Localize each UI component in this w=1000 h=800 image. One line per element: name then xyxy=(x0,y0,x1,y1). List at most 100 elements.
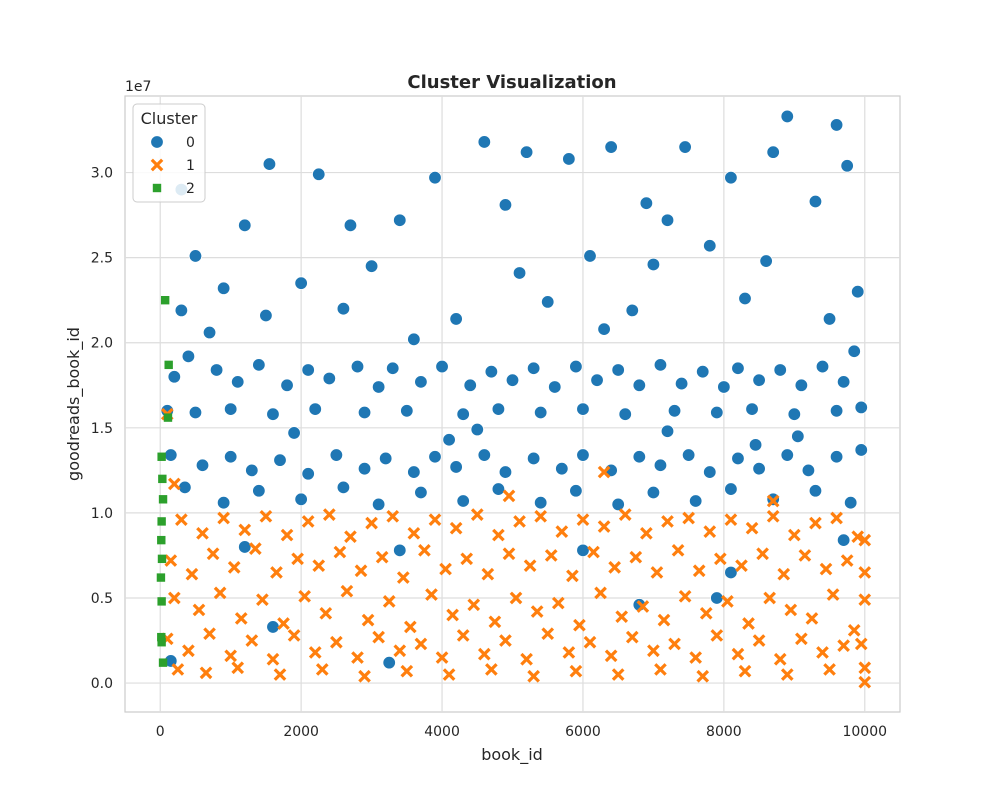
point-cluster-0 xyxy=(801,463,816,478)
point-cluster-1 xyxy=(773,652,787,666)
point-cluster-1 xyxy=(756,547,769,561)
point-cluster-0 xyxy=(393,543,407,558)
point-cluster-0 xyxy=(414,375,428,389)
point-cluster-1 xyxy=(407,526,421,540)
point-cluster-0 xyxy=(382,655,396,670)
marker-stroke xyxy=(259,509,273,523)
marker-stroke xyxy=(333,545,347,559)
y-tick-label: 2.0 xyxy=(91,336,113,352)
marker-stroke xyxy=(227,561,241,574)
point-cluster-1 xyxy=(668,637,681,651)
point-cluster-1 xyxy=(217,511,230,525)
marker-stroke xyxy=(738,664,752,678)
point-cluster-0 xyxy=(794,378,809,392)
point-cluster-1 xyxy=(351,651,364,664)
point-cluster-0 xyxy=(745,402,759,416)
marker-stroke xyxy=(523,559,537,572)
point-cluster-0 xyxy=(414,485,428,500)
point-cluster-1 xyxy=(231,661,245,675)
point-cluster-1 xyxy=(435,651,449,664)
marker-stroke xyxy=(555,525,569,538)
point-cluster-1 xyxy=(583,635,597,649)
point-cluster-0 xyxy=(646,485,661,500)
point-cluster-1 xyxy=(745,521,759,535)
marker-stroke xyxy=(270,566,283,579)
marker-stroke xyxy=(238,523,252,537)
point-cluster-1 xyxy=(358,669,371,683)
point-cluster-0 xyxy=(752,373,766,387)
point-cluster-1 xyxy=(787,528,801,542)
point-cluster-1 xyxy=(393,644,407,658)
point-cluster-0 xyxy=(202,325,217,340)
point-cluster-2 xyxy=(157,632,166,642)
point-cluster-1 xyxy=(322,508,336,521)
marker-stroke xyxy=(404,620,417,634)
point-cluster-1 xyxy=(509,591,523,605)
point-cluster-1 xyxy=(185,567,199,581)
point-cluster-1 xyxy=(780,668,794,681)
marker-stroke xyxy=(682,511,695,525)
point-cluster-1 xyxy=(404,620,417,634)
marker-stroke xyxy=(488,615,502,629)
x-tick-label: 8000 xyxy=(706,724,742,740)
marker-stroke xyxy=(629,550,643,564)
point-cluster-0 xyxy=(752,461,766,476)
point-cluster-0 xyxy=(569,359,583,374)
point-cluster-2 xyxy=(160,295,170,305)
marker-stroke xyxy=(361,613,375,627)
marker-stroke xyxy=(671,544,685,557)
marker-stroke xyxy=(544,549,558,562)
marker-stroke xyxy=(442,668,456,681)
marker-stroke xyxy=(724,513,738,527)
point-cluster-0 xyxy=(393,213,407,227)
point-cluster-1 xyxy=(534,509,548,523)
marker-stroke xyxy=(287,629,301,642)
point-cluster-1 xyxy=(573,618,586,632)
marker-stroke xyxy=(499,634,512,647)
point-cluster-0 xyxy=(731,361,745,375)
point-cluster-1 xyxy=(488,615,502,629)
marker-stroke xyxy=(167,591,181,605)
point-cluster-1 xyxy=(372,630,385,644)
point-cluster-1 xyxy=(291,552,304,566)
point-cluster-1 xyxy=(555,525,569,538)
point-cluster-1 xyxy=(587,545,600,559)
point-cluster-1 xyxy=(238,523,252,537)
marker-stroke xyxy=(710,629,724,642)
point-cluster-0 xyxy=(329,448,344,462)
point-cluster-1 xyxy=(354,564,368,578)
point-cluster-0 xyxy=(294,276,308,290)
marker-stroke xyxy=(502,489,516,503)
point-cluster-1 xyxy=(650,566,664,579)
point-cluster-0 xyxy=(407,465,421,479)
point-cluster-1 xyxy=(742,617,755,630)
marker-stroke xyxy=(569,664,583,678)
point-cluster-0 xyxy=(533,405,548,420)
point-cluster-0 xyxy=(463,378,477,392)
legend-box xyxy=(132,103,206,203)
point-cluster-0 xyxy=(660,424,675,438)
point-cluster-1 xyxy=(224,649,238,663)
point-cluster-0 xyxy=(576,402,590,416)
point-cluster-1 xyxy=(703,525,717,538)
point-cluster-1 xyxy=(270,566,283,579)
point-cluster-1 xyxy=(840,554,854,567)
point-cluster-1 xyxy=(710,629,724,642)
marker-stroke xyxy=(678,589,692,603)
point-cluster-0 xyxy=(252,484,266,498)
marker-stroke xyxy=(611,668,625,681)
marker-stroke xyxy=(322,508,336,521)
marker-stroke xyxy=(752,634,766,647)
point-cluster-0 xyxy=(780,448,794,462)
point-cluster-0 xyxy=(484,364,499,379)
point-cluster-0 xyxy=(442,433,456,447)
point-cluster-1 xyxy=(569,664,583,678)
point-cluster-1 xyxy=(805,612,819,625)
point-cluster-1 xyxy=(847,623,861,637)
point-cluster-1 xyxy=(266,652,280,666)
point-cluster-1 xyxy=(523,559,537,572)
point-cluster-1 xyxy=(657,613,671,627)
point-cluster-0 xyxy=(576,448,590,462)
point-cluster-0 xyxy=(717,380,731,394)
